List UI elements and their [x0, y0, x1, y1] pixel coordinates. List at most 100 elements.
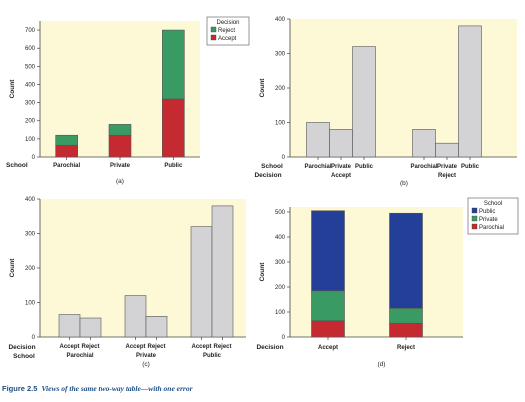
- x-group-title-a: School: [6, 162, 28, 169]
- y-tick-label-b: 100: [275, 121, 286, 127]
- x-group-label-c: Private: [136, 353, 157, 359]
- legend-entry-d: Parochial: [479, 225, 504, 231]
- x-tick-label-b: Public: [355, 164, 374, 170]
- x-tick-label-b: Private: [331, 164, 352, 170]
- x-row2-title-b: Decision: [254, 172, 281, 179]
- figure-caption: Figure 2.5 Views of the same two-way tabl…: [2, 384, 193, 393]
- x-row1-title-b: School: [261, 163, 283, 170]
- y-tick-label-b: 300: [275, 52, 286, 58]
- bar-accept-private: [329, 129, 353, 158]
- legend-swatch-a: [210, 34, 217, 41]
- x-tick-label-a: Parochial: [53, 163, 80, 169]
- y-tick-label-c: 200: [25, 266, 36, 272]
- y-tick-label-a: 0: [32, 155, 36, 161]
- y-tick-label-a: 300: [25, 101, 36, 107]
- y-tick-label-b: 200: [275, 86, 286, 92]
- figure-caption-title: Views of the same two-way table—with one…: [41, 384, 193, 393]
- y-axis-title-d: Count: [259, 262, 266, 282]
- bar-accept-parochial: [306, 122, 330, 158]
- x-tick-label-c: Reject: [81, 344, 99, 350]
- bar-accept-public: [352, 46, 376, 158]
- x-group-title-d: Decision: [256, 344, 283, 351]
- legend-entry-a: Accept: [218, 36, 237, 42]
- bar-reject-parochial: [55, 134, 78, 146]
- panel-label-d: (d): [378, 361, 386, 368]
- y-tick-label-d: 0: [282, 335, 286, 341]
- x-group-label-c: Parochial: [66, 353, 93, 359]
- y-axis-title-c: Count: [9, 258, 16, 278]
- y-tick-label-d: 400: [275, 235, 286, 241]
- y-tick-label-b: 0: [282, 155, 286, 161]
- x-row1-title-c: Decision: [8, 344, 35, 351]
- bar-accept-private: [108, 134, 132, 158]
- legend-title-a: Decision: [216, 20, 239, 26]
- bar-accept-parochial: [55, 144, 78, 158]
- bar-reject-private: [108, 124, 132, 136]
- bar-private-accept: [124, 295, 147, 338]
- bar-parochial-accept: [58, 314, 81, 338]
- bar-public-reject: [211, 205, 234, 338]
- y-tick-label-a: 500: [25, 64, 36, 70]
- bar-parochial-accept: [311, 320, 345, 338]
- x-tick-label-b: Parochial: [304, 164, 331, 170]
- y-tick-label-a: 600: [25, 46, 36, 52]
- y-tick-label-c: 0: [32, 335, 36, 341]
- x-group-label-b: Reject: [438, 173, 456, 179]
- bar-private-accept: [311, 290, 345, 322]
- x-tick-label-a: Private: [110, 163, 131, 169]
- panel-label-c: (c): [142, 361, 150, 368]
- x-tick-label-b: Parochial: [410, 164, 437, 170]
- y-tick-label-d: 300: [275, 260, 286, 266]
- bar-parochial-reject: [79, 317, 102, 338]
- legend-title-d: School: [484, 201, 502, 207]
- y-tick-label-a: 700: [25, 28, 36, 34]
- x-tick-label-b: Public: [461, 164, 480, 170]
- x-tick-label-c: Reject: [147, 344, 165, 350]
- legend-swatch-d: [471, 223, 478, 230]
- x-group-label-c: Public: [203, 353, 222, 359]
- x-tick-label-c: Accept: [191, 344, 211, 350]
- x-tick-label-d: Accept: [318, 345, 338, 351]
- y-tick-label-a: 400: [25, 82, 36, 88]
- y-tick-label-c: 100: [25, 301, 36, 307]
- x-tick-label-c: Reject: [213, 344, 231, 350]
- bar-accept-public: [162, 98, 185, 158]
- x-row2-title-c: School: [13, 353, 35, 360]
- y-tick-label-a: 100: [25, 137, 36, 143]
- x-tick-label-a: Public: [164, 163, 183, 169]
- legend-swatch-d: [471, 215, 478, 222]
- y-tick-label-d: 500: [275, 210, 286, 216]
- y-tick-label-c: 400: [25, 197, 36, 203]
- bar-public-accept: [190, 226, 213, 338]
- y-tick-label-a: 200: [25, 119, 36, 125]
- legend-entry-d: Private: [479, 217, 498, 223]
- x-tick-label-d: Reject: [397, 345, 415, 351]
- bar-reject-public: [458, 25, 482, 158]
- y-axis-title-a: Count: [9, 79, 16, 99]
- figure-caption-label: Figure 2.5: [2, 384, 38, 393]
- bar-private-reject: [389, 307, 423, 324]
- legend-swatch-a: [210, 26, 217, 33]
- legend-entry-a: Reject: [218, 28, 235, 34]
- x-tick-label-b: Private: [437, 164, 458, 170]
- y-axis-title-b: Count: [259, 78, 266, 98]
- y-tick-label-b: 400: [275, 17, 286, 23]
- bar-public-reject: [389, 212, 423, 309]
- y-tick-label-d: 200: [275, 285, 286, 291]
- legend-entry-d: Public: [479, 209, 495, 215]
- bar-reject-public: [162, 29, 185, 100]
- panel-label-b: (b): [400, 180, 408, 187]
- bar-reject-parochial: [412, 129, 436, 158]
- x-tick-label-c: Accept: [59, 344, 79, 350]
- legend-swatch-d: [471, 207, 478, 214]
- x-tick-label-c: Accept: [125, 344, 145, 350]
- bar-parochial-reject: [389, 322, 423, 338]
- bar-reject-private: [435, 142, 459, 158]
- y-tick-label-d: 100: [275, 310, 286, 316]
- y-tick-label-c: 300: [25, 232, 36, 238]
- bar-private-reject: [145, 315, 168, 338]
- bar-public-accept: [311, 210, 345, 292]
- x-group-label-b: Accept: [331, 173, 351, 179]
- panel-label-a: (a): [116, 178, 124, 185]
